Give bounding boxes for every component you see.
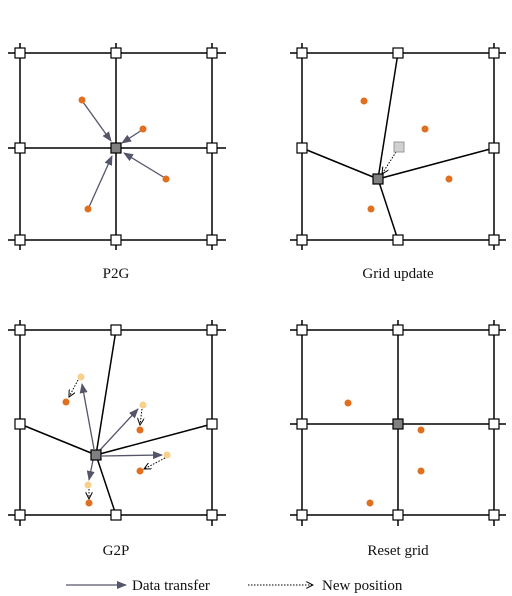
grid-node xyxy=(206,47,218,59)
old-particle-positions xyxy=(77,373,171,489)
grid-node xyxy=(206,234,218,246)
transfer-arrow xyxy=(123,152,166,179)
grid-node xyxy=(296,324,308,336)
new-position-arrows xyxy=(69,379,166,499)
transfer-arrow xyxy=(86,459,95,481)
grid-node xyxy=(488,509,500,521)
particle xyxy=(421,125,429,133)
grid-node xyxy=(296,418,308,430)
active-grid-node xyxy=(110,142,122,154)
grid-node xyxy=(296,47,308,59)
panel-grid-update: Grid update xyxy=(290,43,506,282)
grid-node xyxy=(488,142,500,154)
transfer-arrow xyxy=(99,408,139,451)
grid-nodes xyxy=(296,324,500,521)
particle xyxy=(344,399,352,407)
grid-node xyxy=(296,142,308,154)
grid-node xyxy=(206,418,218,430)
moved-grid-node xyxy=(90,449,102,461)
transfer-arrows xyxy=(79,383,163,481)
particle xyxy=(445,175,453,183)
particle xyxy=(78,96,86,104)
particle xyxy=(417,426,425,434)
grid-node xyxy=(206,142,218,154)
grid-node xyxy=(14,234,26,246)
old-particle xyxy=(163,451,171,459)
grid-lines xyxy=(8,320,226,526)
panel-reset-grid: Reset grid xyxy=(290,320,506,559)
particle xyxy=(84,205,92,213)
particles xyxy=(344,399,425,507)
grid-node xyxy=(14,324,26,336)
transfer-arrow xyxy=(79,383,95,450)
particle xyxy=(162,175,170,183)
particle xyxy=(85,499,93,507)
new-position-arrow xyxy=(144,457,166,469)
particle xyxy=(360,97,368,105)
panel-label: Reset grid xyxy=(367,543,429,559)
grid-node xyxy=(110,509,122,521)
legend-data-transfer: Data transfer xyxy=(132,578,210,594)
old-particle xyxy=(84,481,92,489)
particles xyxy=(62,398,144,507)
previous-node-position xyxy=(393,141,405,153)
grid-node xyxy=(488,324,500,336)
grid-node xyxy=(488,418,500,430)
panel-label: Grid update xyxy=(362,266,434,282)
new-position-arrow xyxy=(140,408,142,425)
grid-node xyxy=(14,47,26,59)
panel-label: P2G xyxy=(103,266,130,282)
panel-g2p: G2P xyxy=(8,320,226,559)
moved-grid-node xyxy=(372,173,384,185)
old-particle xyxy=(77,373,85,381)
grid-node xyxy=(206,509,218,521)
panel-label: G2P xyxy=(103,543,130,559)
grid-node xyxy=(488,234,500,246)
transfer-arrow xyxy=(121,129,143,144)
grid-node xyxy=(14,509,26,521)
grid-nodes xyxy=(14,47,218,246)
particle xyxy=(367,205,375,213)
particle xyxy=(366,499,374,507)
transfer-arrows xyxy=(82,101,166,208)
particle xyxy=(136,467,144,475)
new-position-arrow xyxy=(69,379,79,397)
grid-nodes xyxy=(14,324,218,521)
grid-node xyxy=(206,324,218,336)
particle xyxy=(417,467,425,475)
particles xyxy=(360,97,453,213)
grid-nodes xyxy=(296,47,500,246)
panel-p2g: P2G xyxy=(8,43,226,282)
grid-node xyxy=(296,509,308,521)
particle xyxy=(62,398,70,406)
legend: Data transfer New position xyxy=(66,578,403,594)
grid-node xyxy=(488,47,500,59)
grid-node xyxy=(296,234,308,246)
grid-node xyxy=(110,47,122,59)
legend-new-position: New position xyxy=(322,578,403,594)
new-position-arrow xyxy=(382,151,397,174)
transfer-arrow xyxy=(88,155,113,208)
particles xyxy=(78,96,170,213)
particle xyxy=(139,125,147,133)
grid-node xyxy=(392,47,404,59)
transfer-arrow xyxy=(82,101,112,142)
particle xyxy=(136,426,144,434)
reset-grid-node xyxy=(392,418,404,430)
grid-node xyxy=(392,509,404,521)
grid-node xyxy=(392,234,404,246)
grid-node xyxy=(14,418,26,430)
transfer-arrow xyxy=(101,451,163,460)
grid-node xyxy=(110,324,122,336)
grid-node xyxy=(14,142,26,154)
grid-node xyxy=(110,234,122,246)
old-particle xyxy=(139,401,147,409)
grid-node xyxy=(392,324,404,336)
